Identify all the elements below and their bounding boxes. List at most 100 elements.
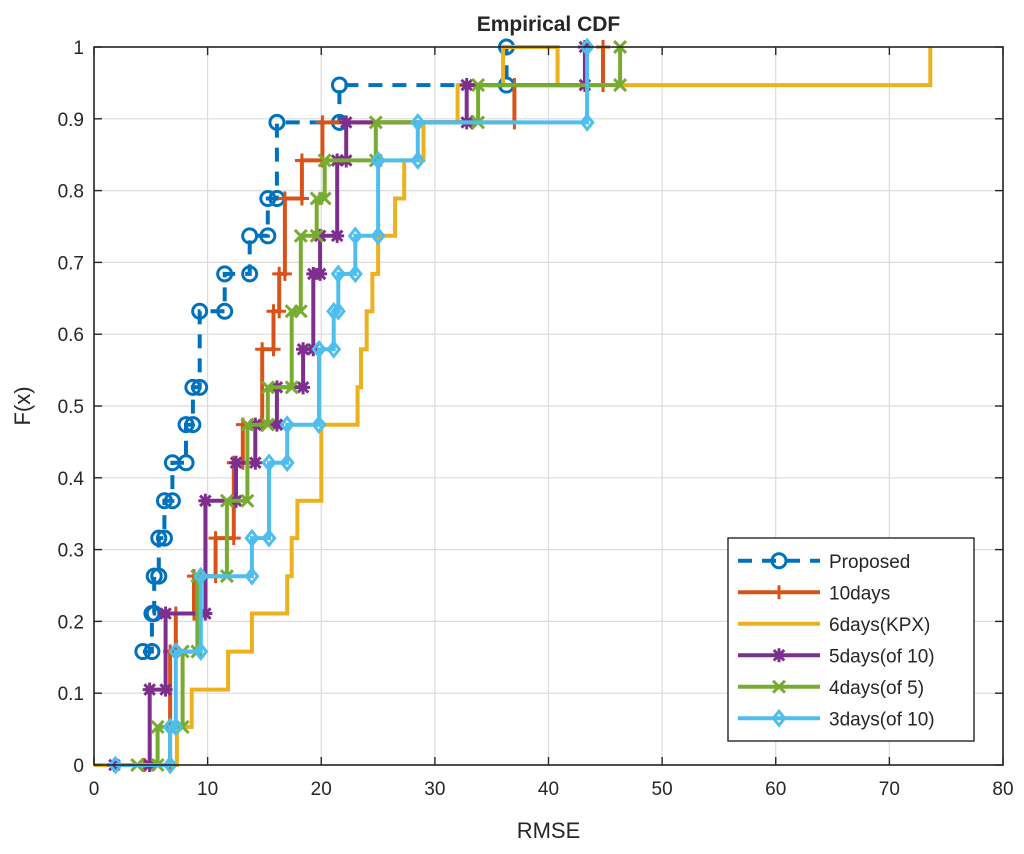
legend-label: 4days(of 5)	[829, 678, 924, 699]
legend-label: 6days(KPX)	[829, 615, 930, 636]
data-point	[293, 228, 308, 243]
data-point	[168, 642, 184, 661]
data-point	[163, 492, 181, 510]
data-point	[259, 189, 277, 207]
data-point	[226, 531, 241, 546]
y-tick-label: 0.8	[58, 182, 84, 203]
data-point	[296, 342, 311, 357]
data-point	[772, 648, 786, 663]
data-point	[313, 266, 328, 281]
data-point	[193, 566, 209, 586]
data-point	[193, 642, 209, 661]
x-tick-label: 80	[992, 779, 1013, 800]
data-point	[277, 191, 292, 206]
data-point	[771, 708, 787, 728]
data-point	[294, 191, 309, 206]
x-tick-label: 10	[197, 779, 218, 800]
x-tick-label: 40	[538, 779, 559, 800]
x-tick-label: 50	[652, 779, 673, 800]
data-point	[143, 643, 161, 661]
legend-item[interactable]: 5days(of 10)	[738, 646, 935, 667]
data-point	[370, 226, 386, 246]
legend-item[interactable]: Proposed	[738, 552, 910, 573]
data-point	[240, 493, 255, 508]
data-point	[309, 228, 324, 243]
y-tick-label: 0.3	[58, 541, 84, 562]
data-point	[279, 415, 295, 435]
data-point	[326, 339, 342, 359]
data-point	[158, 606, 173, 621]
data-point	[229, 455, 244, 470]
data-point	[471, 78, 486, 93]
y-tick-label: 0.4	[58, 469, 85, 490]
data-point	[191, 378, 209, 396]
legend-label: 10days	[829, 583, 890, 604]
data-point	[579, 112, 595, 132]
data-point	[150, 529, 168, 547]
legend-label: 5days(of 10)	[829, 646, 935, 667]
y-tick-label: 0.9	[58, 110, 84, 131]
data-point	[260, 417, 275, 432]
x-tick-label: 30	[424, 779, 445, 800]
data-point	[241, 265, 259, 283]
data-point	[259, 227, 277, 245]
data-point	[770, 552, 788, 570]
y-tick-label: 0.1	[58, 684, 84, 705]
data-point	[261, 528, 277, 548]
data-point	[272, 304, 287, 319]
data-point	[191, 302, 209, 320]
data-point	[150, 567, 168, 585]
data-point	[347, 226, 363, 246]
data-point	[268, 113, 286, 131]
x-tick-label: 20	[311, 779, 332, 800]
legend-item[interactable]: 3days(of 10)	[738, 708, 935, 730]
y-tick-label: 0.5	[58, 397, 84, 418]
data-point	[177, 416, 195, 434]
series-5	[108, 37, 595, 775]
data-point	[459, 78, 474, 93]
legend[interactable]: Proposed 10days 6days(KPX) 5days(of 10) 4day…	[727, 537, 975, 742]
y-tick-label: 0.2	[58, 612, 84, 633]
data-point	[177, 454, 195, 472]
data-point	[347, 264, 363, 284]
data-point	[368, 115, 383, 130]
data-point	[216, 265, 234, 283]
data-point	[579, 37, 595, 57]
data-point	[330, 76, 348, 94]
data-point	[184, 378, 202, 396]
data-point	[184, 416, 202, 434]
data-point	[150, 719, 165, 734]
data-point	[330, 228, 345, 243]
data-point	[240, 417, 255, 432]
data-point	[241, 227, 259, 245]
data-point	[279, 453, 295, 473]
series-layer	[94, 37, 933, 775]
y-tick-label: 0.6	[58, 325, 84, 346]
chart-title: Empirical CDF	[477, 13, 621, 36]
legend-item[interactable]: 4days(of 5)	[738, 678, 924, 699]
data-point	[284, 380, 299, 395]
series-line	[115, 47, 590, 767]
data-point	[142, 682, 157, 697]
data-point	[294, 153, 309, 168]
data-point	[266, 342, 281, 357]
data-point	[198, 493, 213, 508]
data-point	[410, 151, 426, 170]
data-point	[134, 643, 152, 661]
data-point	[260, 380, 275, 395]
data-point	[293, 304, 308, 319]
data-point	[311, 339, 327, 359]
data-point	[317, 153, 332, 168]
axis-ticks: 0 10 20 30 40 50 60 70 80 0 0.1 0.2 0.3 0.4 0.5 0.6 0.7 0…	[58, 38, 1014, 800]
data-point	[244, 528, 260, 548]
legend-item[interactable]: 10days	[738, 583, 890, 604]
data-point	[248, 455, 263, 470]
x-tick-label: 60	[765, 779, 786, 800]
data-point	[244, 566, 260, 586]
x-tick-label: 0	[89, 779, 100, 800]
legend-item[interactable]: 6days(KPX)	[738, 615, 930, 636]
y-axis-label: F(x)	[10, 386, 35, 425]
y-tick-label: 1	[73, 38, 84, 59]
legend-label: 3days(of 10)	[829, 709, 935, 730]
